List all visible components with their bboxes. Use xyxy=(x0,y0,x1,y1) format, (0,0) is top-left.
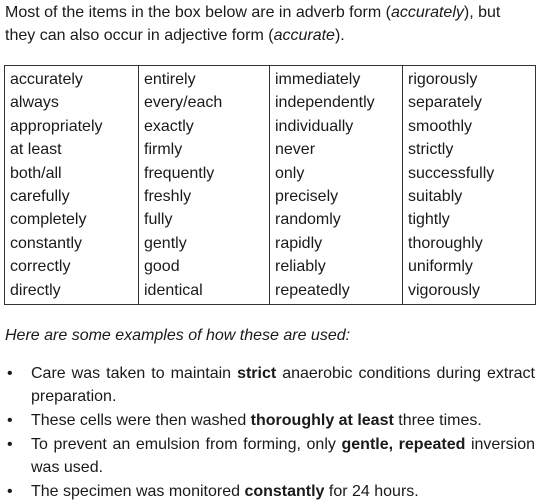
list-item: • These cells were then washed thoroughly… xyxy=(0,409,535,432)
table-cell: smoothly xyxy=(402,114,536,139)
table-row: directly identical repeatedly vigorously xyxy=(4,278,536,306)
table-cell: at least xyxy=(4,138,139,162)
table-cell: both/all xyxy=(4,161,139,186)
adverb-example: accurately xyxy=(390,4,464,21)
table-cell: exactly xyxy=(138,114,270,139)
examples-heading: Here are some examples of how these are … xyxy=(5,327,351,344)
intro-text-2: ), but they can also occur in adjective … xyxy=(5,4,501,44)
bullet-icon: • xyxy=(7,436,13,453)
example-text: anaerobic conditions during extract prep… xyxy=(31,365,535,405)
example-text: The specimen was monitored xyxy=(31,483,245,500)
example-text: three times. xyxy=(393,412,482,429)
table-cell: suitably xyxy=(402,185,536,209)
table-cell: independently xyxy=(269,91,403,115)
table-cell: always xyxy=(4,91,139,115)
table-cell: frequently xyxy=(138,161,270,186)
example-text: To prevent an emulsion from forming, onl… xyxy=(31,436,342,453)
table-cell: never xyxy=(269,138,403,162)
table-cell: vigorously xyxy=(402,278,536,306)
table-row: always every/each independently separate… xyxy=(4,91,536,115)
table-cell: reliably xyxy=(269,255,403,279)
table-cell: precisely xyxy=(269,185,403,209)
adverb-table-body: accurately entirely immediately rigorous… xyxy=(4,65,536,306)
table-cell: accurately xyxy=(4,65,139,92)
table-row: constantly gently rapidly thoroughly xyxy=(4,231,536,256)
intro-paragraph: Most of the items in the box below are i… xyxy=(5,1,535,47)
adverb-table: accurately entirely immediately rigorous… xyxy=(4,65,536,306)
table-cell: gently xyxy=(138,231,270,256)
table-cell: identical xyxy=(138,278,270,306)
table-cell: strictly xyxy=(402,138,536,162)
table-row: at least firmly never strictly xyxy=(4,138,536,162)
table-cell: immediately xyxy=(269,65,403,92)
table-cell: fully xyxy=(138,208,270,232)
intro-text-3: ). xyxy=(334,27,345,44)
table-cell: rigorously xyxy=(402,65,536,92)
bullet-icon: • xyxy=(7,483,13,500)
table-cell: directly xyxy=(4,278,139,306)
example-text: inversion was used. xyxy=(31,436,536,476)
table-cell: appropriately xyxy=(4,114,139,139)
example-bold-text: constantly xyxy=(244,483,325,500)
table-cell: repeatedly xyxy=(269,278,403,306)
adjective-example: accurate xyxy=(273,27,335,44)
example-bold-text: gentle, repeated xyxy=(341,436,466,453)
table-cell: every/each xyxy=(138,91,270,115)
table-cell: individually xyxy=(269,114,403,139)
examples-list: • Care was taken to maintain strict anaer… xyxy=(0,362,535,504)
example-bold-text: thoroughly at least xyxy=(250,412,394,429)
table-row: both/all frequently only successfully xyxy=(4,161,536,186)
list-item: • Care was taken to maintain strict anaer… xyxy=(0,362,535,408)
example-text: These cells were then washed xyxy=(31,412,251,429)
list-item: • To prevent an emulsion from forming, on… xyxy=(0,433,535,479)
example-text: for 24 hours. xyxy=(324,483,419,500)
table-cell: randomly xyxy=(269,208,403,232)
bullet-icon: • xyxy=(7,365,13,382)
table-cell: correctly xyxy=(4,255,139,279)
bullet-icon: • xyxy=(7,412,13,429)
table-cell: constantly xyxy=(4,231,139,256)
table-cell: rapidly xyxy=(269,231,403,256)
table-cell: carefully xyxy=(4,185,139,209)
table-cell: entirely xyxy=(138,65,270,92)
table-cell: tightly xyxy=(402,208,536,232)
table-cell: separately xyxy=(402,91,536,115)
list-item: • The specimen was monitored constantly f… xyxy=(0,480,535,503)
table-cell: good xyxy=(138,255,270,279)
table-cell: only xyxy=(269,161,403,186)
table-cell: freshly xyxy=(138,185,270,209)
intro-text-1: Most of the items in the box below are i… xyxy=(5,4,391,21)
table-cell: successfully xyxy=(402,161,536,186)
table-row: correctly good reliably uniformly xyxy=(4,255,536,279)
table-row: completely fully randomly tightly xyxy=(4,208,536,232)
table-cell: thoroughly xyxy=(402,231,536,256)
table-row: accurately entirely immediately rigorous… xyxy=(4,65,536,92)
table-row: carefully freshly precisely suitably xyxy=(4,185,536,209)
table-cell: completely xyxy=(4,208,139,232)
table-cell: uniformly xyxy=(402,255,536,279)
example-text: Care was taken to maintain xyxy=(31,365,238,382)
example-bold-text: strict xyxy=(237,365,277,382)
table-cell: firmly xyxy=(138,138,270,162)
table-row: appropriately exactly individually smoot… xyxy=(4,114,536,139)
